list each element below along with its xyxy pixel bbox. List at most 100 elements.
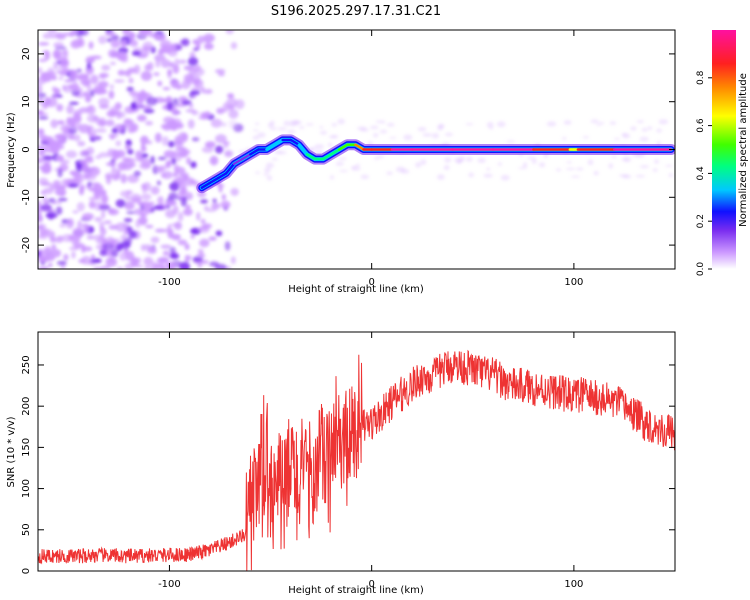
noise-blob [203, 205, 209, 212]
noise-blob [139, 162, 152, 170]
noise-blob [70, 30, 77, 36]
noise-blob [103, 220, 112, 225]
noise-blob [140, 70, 153, 81]
noise-blob [40, 164, 52, 174]
noise-blob [38, 97, 43, 103]
halo-blob [668, 173, 673, 178]
noise-blob [187, 119, 195, 129]
halo-blob [465, 123, 474, 126]
halo-blob [369, 125, 379, 130]
y-tick-label: 10 [21, 95, 32, 108]
noise-blob [124, 145, 132, 151]
noise-blob [85, 105, 96, 115]
noise-blob [38, 92, 47, 99]
noise-blob [201, 146, 214, 153]
noise-blob [43, 246, 52, 256]
noise-blob [226, 97, 238, 108]
noise-blob [91, 259, 102, 263]
noise-blob [63, 253, 69, 261]
noise-blob [91, 234, 104, 241]
noise-blob [157, 196, 164, 206]
noise-blob [169, 182, 180, 192]
noise-blob [86, 61, 92, 70]
noise-blob [209, 155, 219, 166]
noise-blob [115, 199, 126, 208]
noise-blob [61, 234, 74, 242]
noise-blob [221, 193, 226, 201]
noise-blob [116, 169, 121, 180]
noise-blob [77, 220, 82, 231]
noise-blob [154, 228, 166, 233]
noise-blob [50, 76, 57, 81]
noise-blob [169, 79, 178, 86]
noise-blob [215, 230, 223, 237]
noise-blob [81, 255, 92, 265]
noise-blob [145, 224, 154, 229]
noise-blob [151, 262, 159, 269]
noise-blob [57, 120, 65, 125]
halo-blob [386, 122, 395, 127]
halo-blob [555, 168, 562, 172]
noise-blob [200, 218, 206, 224]
noise-blob [203, 33, 215, 43]
halo-blob [486, 121, 494, 128]
noise-blob [212, 198, 217, 203]
halo-blob [308, 147, 317, 151]
noise-blob [128, 230, 138, 239]
noise-blob [182, 174, 189, 182]
noise-blob [101, 189, 107, 196]
noise-blob [185, 108, 196, 113]
noise-blob [107, 148, 115, 158]
noise-blob [49, 144, 60, 154]
noise-blob [177, 183, 187, 189]
noise-blob [41, 266, 49, 269]
halo-blob [575, 167, 584, 171]
noise-blob [199, 238, 210, 248]
noise-blob [38, 109, 44, 116]
noise-blob [162, 123, 172, 131]
ridge-core-segment [354, 143, 365, 151]
halo-blob [647, 126, 653, 130]
noise-blob [195, 40, 200, 50]
halo-blob [228, 124, 238, 129]
halo-blob [417, 127, 427, 132]
halo-blob [420, 159, 427, 166]
noise-blob [193, 47, 199, 51]
x-tick-label: 100 [564, 277, 583, 288]
noise-blob [156, 166, 164, 174]
noise-blob [38, 77, 47, 85]
noise-blob [174, 149, 180, 159]
halo-blob [522, 162, 528, 168]
halo-blob [372, 132, 379, 138]
halo-blob [639, 165, 650, 169]
noise-blob [72, 112, 81, 121]
y-tick-label: -10 [21, 189, 32, 205]
noise-blob [53, 42, 64, 48]
noise-blob [186, 157, 192, 165]
y-tick-label: 20 [21, 48, 32, 61]
noise-blob [167, 70, 172, 80]
noise-blob [42, 50, 50, 55]
halo-blob [269, 126, 278, 131]
halo-blob [327, 142, 333, 147]
noise-blob [140, 183, 147, 190]
noise-blob [82, 224, 90, 234]
noise-blob [52, 49, 61, 60]
halo-blob [377, 155, 385, 159]
noise-blob [181, 38, 190, 47]
y-tick-label: 50 [21, 523, 32, 536]
noise-blob [38, 67, 43, 74]
noise-blob [91, 182, 101, 186]
noise-blob [172, 65, 180, 74]
y-tick-label: 100 [21, 479, 32, 498]
noise-blob [190, 161, 197, 169]
halo-blob [438, 123, 445, 129]
noise-blob [119, 251, 127, 261]
noise-blob [98, 35, 107, 45]
halo-blob [531, 158, 537, 164]
noise-blob [168, 140, 175, 148]
noise-blob [114, 79, 125, 83]
spectrogram-ylabel: Frequency (Hz) [6, 112, 17, 188]
